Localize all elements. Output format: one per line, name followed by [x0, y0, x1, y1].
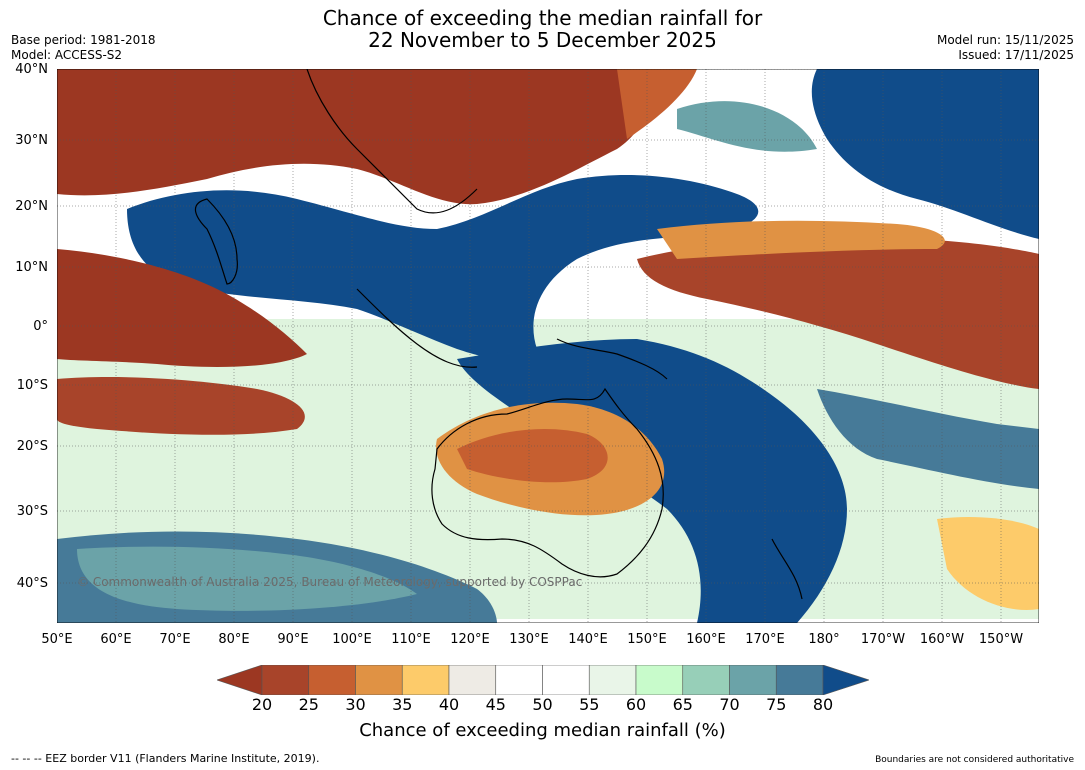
colorbar-tick-label: 80 [812, 695, 834, 714]
colorbar-tick-label: 30 [345, 695, 366, 714]
region-southern-ocean-teal [77, 546, 417, 611]
lon-label: 130°E [509, 632, 549, 647]
colorbar-tick-label: 55 [579, 695, 600, 714]
eez-note: -- -- -- EEZ border V11 (Flanders Marine… [11, 752, 320, 765]
region-south-pacific-teal [817, 389, 1039, 489]
coast-new-zealand [771, 538, 803, 600]
colorbar-tick-label: 35 [392, 695, 413, 714]
region-pacific-orange [657, 220, 945, 259]
colorbar-segment [542, 665, 590, 695]
region-se-pacific-dry [937, 517, 1039, 610]
lat-label: 30°S [16, 504, 48, 519]
colorbar-segment [448, 665, 497, 695]
colorbar-under-arrow [217, 665, 263, 695]
region-asia-dry-edge [617, 69, 697, 139]
region-pacific-teal [677, 101, 817, 152]
lat-label: 10°N [15, 260, 48, 275]
region-nw-pacific-wet [811, 69, 1039, 239]
colorbar-tick-label: 70 [719, 695, 740, 714]
colorbar [217, 665, 869, 695]
lon-label: 90°E [277, 632, 309, 647]
region-south-indian-dry [57, 377, 305, 435]
coast-east-asia [306, 69, 478, 214]
region-central-pacific-dry [637, 237, 1039, 389]
colorbar-segment [775, 665, 824, 695]
lat-label: 0° [33, 319, 48, 334]
colorbar-tick-label: 25 [298, 695, 319, 714]
coast-australia [431, 387, 664, 578]
lon-label: 170°W [860, 632, 906, 647]
lat-label: 20°S [16, 439, 48, 454]
colorbar-tick-label: 20 [251, 695, 273, 714]
colorbar-segment [682, 665, 730, 695]
copyright-notice: © Commonwealth of Australia 2025, Bureau… [77, 575, 583, 589]
colorbar-segment [308, 665, 356, 695]
issue-info: Model run: 15/11/2025 Issued: 17/11/2025 [937, 33, 1074, 63]
graticule [57, 69, 1039, 623]
coast-new-guinea [556, 338, 668, 380]
colorbar-segment [261, 665, 310, 695]
lat-label: 10°S [16, 378, 48, 393]
lon-label: 120°E [450, 632, 490, 647]
colorbar-segment [495, 665, 543, 695]
lon-label: 180° [808, 632, 840, 647]
colorbar-tick-label: 60 [625, 695, 647, 714]
region-indian-ocean-wet [127, 174, 759, 361]
colorbar-label: Chance of exceeding median rainfall (%) [359, 720, 726, 741]
rainfall-map [57, 69, 1039, 623]
lon-label: 100°E [332, 632, 372, 647]
lat-label: 20°N [15, 199, 48, 214]
region-australia-dry-core [457, 429, 608, 483]
colorbar-over-arrow [822, 665, 869, 695]
colorbar-tick-label: 65 [672, 695, 693, 714]
lon-label: 80°E [218, 632, 250, 647]
lon-label: 170°E [745, 632, 785, 647]
lon-label: 150°W [978, 632, 1024, 647]
lat-label: 30°N [15, 133, 48, 148]
base-period: Base period: 1981-2018 [11, 33, 156, 47]
colorbar-tick-label: 45 [485, 695, 506, 714]
colorbar-tick-label: 75 [766, 695, 787, 714]
lon-label: 110°E [391, 632, 431, 647]
boundary-disclaimer: Boundaries are not considered authoritat… [875, 755, 1074, 765]
lon-label: 160°W [919, 632, 965, 647]
issued-date: Issued: 17/11/2025 [958, 48, 1074, 62]
coastlines [194, 69, 803, 600]
colorbar-tick-label: 50 [532, 695, 553, 714]
colorbar-segment [635, 665, 684, 695]
lon-label: 150°E [627, 632, 667, 647]
lon-label: 140°E [568, 632, 608, 647]
colorbar-segment [588, 665, 637, 695]
lat-label: 40°N [15, 62, 48, 77]
region-west-equatorial-dry [57, 249, 307, 367]
colorbar-segment [729, 665, 777, 695]
colorbar-segment [401, 665, 450, 695]
colorbar-tick-label: 40 [438, 695, 460, 714]
lon-label: 50°E [41, 632, 73, 647]
lat-label: 40°S [16, 576, 48, 591]
map-title-line2: 22 November to 5 December 2025 [368, 28, 717, 52]
colorbar-segment [355, 665, 403, 695]
map-title-line1: Chance of exceeding the median rainfall … [322, 6, 763, 30]
region-asia-dry [57, 69, 644, 205]
model-name: Model: ACCESS-S2 [11, 48, 123, 62]
coast-india [194, 198, 238, 285]
lon-label: 160°E [686, 632, 726, 647]
coast-sumatra-java [356, 288, 478, 368]
model-run: Model run: 15/11/2025 [936, 33, 1074, 47]
lon-label: 70°E [159, 632, 191, 647]
model-info: Base period: 1981-2018 Model: ACCESS-S2 [11, 33, 156, 63]
lon-label: 60°E [100, 632, 132, 647]
